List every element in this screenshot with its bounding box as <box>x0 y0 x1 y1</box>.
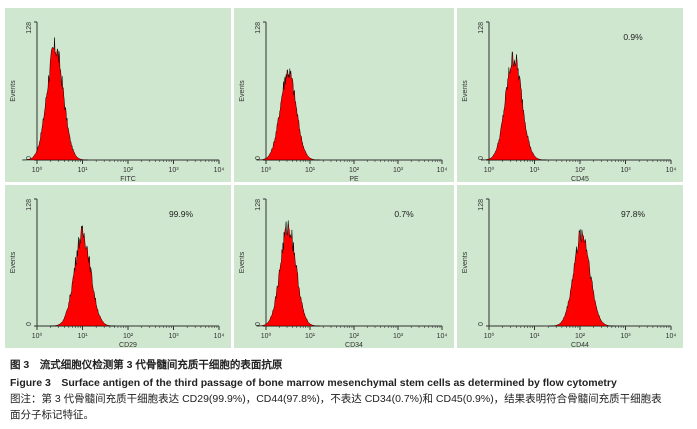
y-tick-label: 0 <box>26 156 33 160</box>
percent-label: 99.9% <box>169 209 194 219</box>
x-tick-label: 10³ <box>168 333 179 340</box>
panel-background <box>5 185 231 348</box>
x-tick-label: 10³ <box>620 167 631 174</box>
y-tick-label: 0 <box>478 322 485 326</box>
percent-label: 97.8% <box>621 209 646 219</box>
x-tick-label: 10² <box>575 167 586 174</box>
y-tick-label: 128 <box>478 199 485 211</box>
figure-note: 图注：第 3 代骨髓间充质干细胞表达 CD29(99.9%)，CD44(97.8… <box>10 391 697 423</box>
y-tick-label: 128 <box>26 22 33 34</box>
y-tick-label: 128 <box>478 22 485 34</box>
x-tick-label: 10⁰ <box>32 166 43 174</box>
histogram-area <box>256 220 321 327</box>
x-axis-label: CD44 <box>571 342 589 349</box>
y-axis-label: Events <box>10 80 17 102</box>
panel-background <box>234 8 454 182</box>
histogram-panel-fitc: 10⁰ 10¹ 10² 10³ 10⁴ 0 128 Events FITC <box>5 8 231 183</box>
histogram-area <box>256 68 321 161</box>
x-tick-label: 10⁰ <box>484 332 495 340</box>
x-tick-label: 10⁴ <box>666 333 677 340</box>
y-tick-label: 128 <box>26 199 33 211</box>
x-tick-label: 10³ <box>620 333 631 340</box>
caption-english: Figure 3 Surface antigen of the third pa… <box>10 377 617 389</box>
x-tick-label: 10¹ <box>529 167 540 174</box>
y-axis-label: Events <box>239 251 246 273</box>
x-axis-label: FITC <box>120 176 136 183</box>
x-axis-label: CD29 <box>119 342 137 349</box>
histogram-panel-cd34: 10⁰ 10¹ 10² 10³ 10⁴ 0 128 Events CD34 0.7% <box>234 185 454 349</box>
x-tick-label: 10⁴ <box>666 167 677 174</box>
y-tick-label: 128 <box>255 199 262 211</box>
y-axis-label: Events <box>239 80 246 102</box>
panel-background <box>457 8 683 182</box>
x-tick-label: 10¹ <box>529 333 540 340</box>
y-axis-label: Events <box>462 251 469 273</box>
figure-note-line-2: 面分子标记特征。 <box>10 409 94 421</box>
x-tick-label: 10⁰ <box>32 332 43 340</box>
y-axis-label: Events <box>462 80 469 102</box>
x-tick-label: 10⁰ <box>261 332 272 340</box>
y-tick-label: 128 <box>255 22 262 34</box>
x-axis-label: PE <box>349 176 359 183</box>
x-tick-label: 10⁴ <box>214 333 225 340</box>
x-tick-label: 10⁴ <box>437 333 448 340</box>
x-tick-label: 10¹ <box>77 333 88 340</box>
y-tick-label: 0 <box>255 156 262 160</box>
x-tick-label: 10⁰ <box>261 166 272 174</box>
histogram-area <box>22 37 89 161</box>
x-tick-label: 10³ <box>393 167 404 174</box>
histogram-area <box>49 225 116 327</box>
x-tick-label: 10³ <box>393 333 404 340</box>
histogram-panel-cd29: 10⁰ 10¹ 10² 10³ 10⁴ 0 128 Events CD29 99.9% <box>5 185 231 349</box>
histogram-panel-cd44: 10⁰ 10¹ 10² 10³ 10⁴ 0 128 Events CD44 97.8% <box>457 185 683 349</box>
x-tick-label: 10¹ <box>77 167 88 174</box>
figure-note-line-1: 图注：第 3 代骨髓间充质干细胞表达 CD29(99.9%)，CD44(97.8… <box>10 393 662 405</box>
x-tick-label: 10² <box>349 167 360 174</box>
histogram-panel-cd45: 10⁰ 10¹ 10² 10³ 10⁴ 0 128 Events CD45 0.9% <box>457 8 683 183</box>
y-tick-label: 0 <box>255 322 262 326</box>
histogram-panel-pe: 10⁰ 10¹ 10² 10³ 10⁴ 0 128 Events PE <box>234 8 454 183</box>
percent-label: 0.7% <box>394 209 414 219</box>
x-tick-label: 10⁴ <box>214 167 225 174</box>
x-tick-label: 10² <box>575 333 586 340</box>
x-tick-label: 10² <box>349 333 360 340</box>
x-axis-label: CD34 <box>345 342 363 349</box>
y-tick-label: 0 <box>26 322 33 326</box>
y-tick-label: 0 <box>478 156 485 160</box>
histogram-area <box>480 51 547 161</box>
x-axis-label: CD45 <box>571 176 589 183</box>
caption-chinese: 图 3 流式细胞仪检测第 3 代骨髓间充质干细胞的表面抗原 <box>10 359 283 371</box>
x-tick-label: 10² <box>123 333 134 340</box>
x-tick-label: 10¹ <box>305 333 316 340</box>
x-tick-label: 10¹ <box>305 167 316 174</box>
x-tick-label: 10³ <box>168 167 179 174</box>
histogram-area <box>548 229 615 327</box>
x-tick-label: 10² <box>123 167 134 174</box>
y-axis-label: Events <box>10 251 17 273</box>
x-tick-label: 10⁰ <box>484 166 495 174</box>
x-tick-label: 10⁴ <box>437 167 448 174</box>
percent-label: 0.9% <box>623 32 643 42</box>
